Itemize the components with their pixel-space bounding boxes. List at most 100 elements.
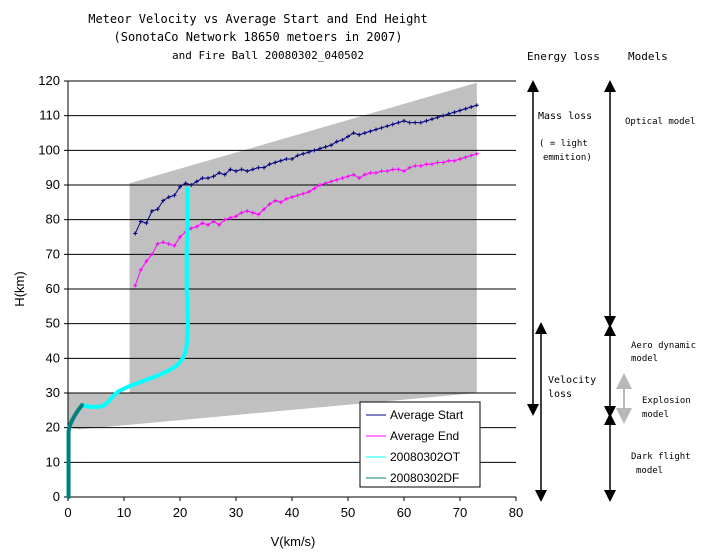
y-tick-label-110: 110: [39, 108, 60, 123]
dark-flight-model-label-line-1: Dark flight: [631, 452, 691, 462]
data-point-average-start-24: [267, 162, 272, 167]
data-point-average-end-20: [245, 209, 250, 213]
aero-dynamic-model-label-line-1: Aero dynamic: [631, 341, 696, 351]
legend-item-average-start: Average Start: [366, 408, 464, 422]
data-point-average-start-4: [155, 207, 160, 212]
y-tick-label-40: 40: [46, 350, 60, 365]
shaded-region-polygon: [68, 82, 477, 430]
data-point-average-end-45: [385, 169, 390, 174]
x-tick-label-70: 70: [453, 505, 467, 520]
legend-label-20080302df: 20080302DF: [390, 471, 459, 485]
data-point-average-start-28: [290, 157, 294, 161]
data-point-average-end-44: [379, 169, 384, 174]
legend-item-20080302ot: 20080302OT: [366, 450, 461, 464]
x-tick-label-10: 10: [117, 505, 131, 520]
data-point-average-start-0: [133, 231, 138, 236]
data-point-average-end-51: [418, 163, 423, 168]
data-point-average-start-44: [379, 125, 384, 130]
x-tick-label-80: 80: [509, 505, 523, 520]
data-point-average-start-54: [435, 115, 440, 120]
chart-title-line-1: Meteor Velocity vs Average Start and End…: [88, 12, 428, 26]
data-point-average-end-34: [323, 181, 328, 186]
shaded-region: [68, 82, 477, 430]
data-point-average-end-24: [267, 202, 272, 207]
data-point-average-start-48: [402, 118, 406, 123]
y-tick-label-20: 20: [46, 420, 60, 435]
data-point-average-end-40: [357, 176, 362, 181]
data-point-average-start-31: [306, 150, 311, 155]
data-point-average-end-42: [368, 170, 373, 175]
data-point-average-start-22: [256, 165, 261, 170]
data-point-average-end-57: [452, 158, 457, 163]
tick-labels: 0 10 20 30 40 50 60 70 80 90 100 110 120 0 10 20 30 40 50 6…: [38, 73, 523, 520]
data-point-average-start-17: [228, 167, 233, 172]
data-point-average-start-49: [407, 120, 412, 125]
data-point-average-end-58: [458, 157, 462, 161]
data-point-average-start-15: [217, 170, 222, 175]
series-average-end: [133, 151, 479, 288]
y-tick-label-10: 10: [46, 454, 60, 469]
data-point-average-end-10: [189, 226, 194, 231]
models-header: Models: [628, 50, 668, 63]
explosion-model-label-line-2: model: [642, 410, 669, 420]
data-point-average-start-5: [161, 198, 166, 203]
data-point-average-end-19: [239, 210, 244, 215]
series-lines: [66, 103, 479, 499]
light-emission-label-line-1: ( = light: [539, 139, 588, 149]
data-point-average-start-1: [138, 219, 143, 224]
y-axis-label: H(km): [12, 271, 27, 306]
data-point-average-end-38: [346, 174, 350, 179]
data-point-average-end-43: [374, 170, 378, 175]
data-point-average-start-27: [284, 157, 289, 161]
data-point-average-end-26: [278, 200, 283, 205]
y-tick-label-60: 60: [46, 281, 60, 296]
aero-dynamic-model-label-line-2: model: [631, 354, 658, 364]
y-tick-label-120: 120: [38, 73, 60, 88]
data-point-average-end-56: [446, 158, 451, 163]
data-point-average-start-59: [463, 106, 468, 111]
energy-loss-header: Energy loss: [527, 50, 600, 63]
data-point-average-start-51: [418, 120, 423, 125]
data-point-average-start-30: [301, 151, 306, 156]
x-axis-label: V(km/s): [271, 534, 316, 549]
data-point-average-end-32: [312, 186, 317, 191]
data-point-average-end-23: [262, 207, 266, 212]
velocity-loss-label-line-1: Velocity: [548, 375, 596, 386]
data-point-average-start-14: [211, 174, 216, 179]
y-tick-label-90: 90: [46, 177, 60, 192]
x-tick-label-50: 50: [341, 505, 355, 520]
data-point-average-start-38: [346, 134, 350, 139]
series-20080302ot: [80, 186, 190, 409]
data-point-average-start-40: [357, 132, 362, 137]
data-point-average-start-25: [273, 160, 278, 165]
y-tick-label-30: 30: [46, 385, 60, 400]
x-tick-label-20: 20: [173, 505, 187, 520]
data-point-average-end-3: [150, 252, 154, 257]
data-point-average-start-8: [178, 184, 182, 189]
data-point-average-end-1: [138, 267, 143, 272]
data-point-average-start-43: [374, 127, 378, 132]
data-point-average-end-16: [222, 217, 227, 222]
data-point-average-end-48: [402, 169, 406, 174]
light-emission-label-line-2: emmition): [543, 153, 592, 163]
gridlines: [68, 80, 516, 463]
data-point-average-start-57: [452, 110, 457, 115]
data-point-average-start-13: [206, 176, 210, 181]
data-point-average-end-7: [172, 243, 177, 248]
data-point-average-start-36: [334, 139, 339, 144]
data-point-average-start-9: [183, 181, 188, 186]
data-point-average-start-60: [469, 105, 474, 109]
data-point-average-start-7: [172, 193, 177, 198]
data-point-average-end-41: [362, 172, 367, 177]
data-point-average-start-41: [362, 131, 367, 135]
legend-label-average-end: Average End: [390, 429, 459, 443]
data-point-average-end-17: [228, 215, 233, 220]
data-point-average-start-61: [474, 103, 479, 108]
data-point-average-end-33: [318, 183, 322, 187]
data-point-average-end-2: [144, 259, 149, 264]
explosion-model-label-line-1: Explosion: [642, 396, 691, 406]
optical-model-label: Optical model: [625, 117, 695, 127]
y-tick-label-70: 70: [46, 246, 60, 261]
data-point-average-start-16: [222, 172, 227, 177]
data-point-average-end-47: [396, 167, 401, 172]
